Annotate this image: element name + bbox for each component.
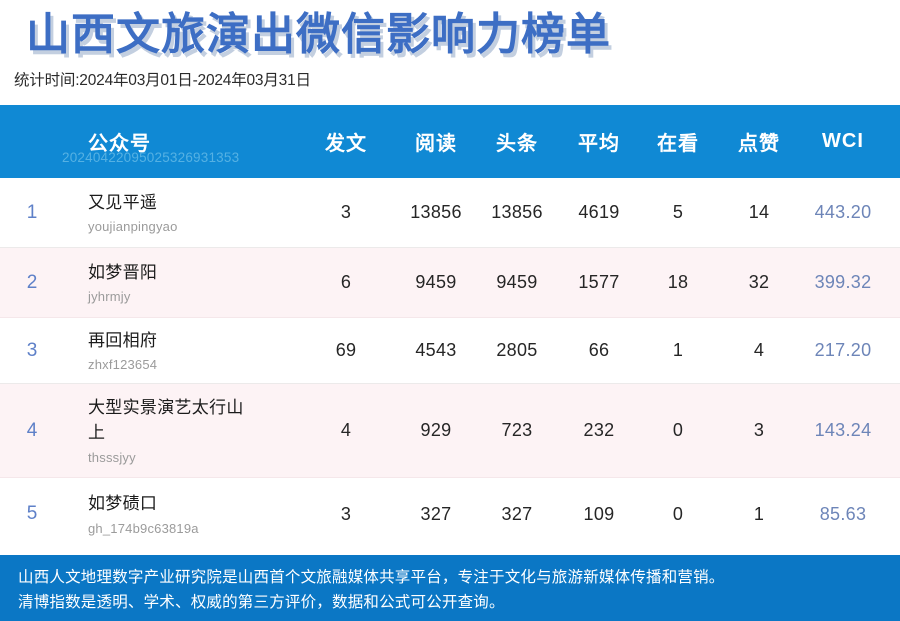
- account-name: 大型实景演艺太行山上: [88, 398, 244, 442]
- cell-average: 109: [583, 503, 615, 524]
- title-block: 山西文旅演出微信影响力榜单 统计时间:2024年03月01日-2024年03月3…: [0, 0, 900, 105]
- column-header-watching: 在看: [657, 133, 699, 155]
- cell-average: 66: [588, 340, 610, 360]
- cell-headline: 9459: [496, 272, 538, 292]
- account-name: 再回相府: [88, 330, 158, 350]
- cell-wci: 443.20: [814, 202, 872, 222]
- cell-reads: 929: [420, 420, 452, 440]
- watermark-id: 20240422095025326931353: [62, 150, 240, 165]
- cell-headline: 13856: [491, 202, 543, 222]
- rank-number: 1: [26, 201, 38, 223]
- footer-line-2: 清博指数是透明、学术、权威的第三方评价，数据和公式可公开查询。: [18, 594, 505, 612]
- account-cell[interactable]: 如梦晋阳 jyhrmjy: [88, 248, 274, 317]
- account-name: 如梦碛口: [88, 494, 158, 514]
- cell-reads: 13856: [410, 202, 462, 222]
- account-name: 如梦晋阳: [88, 262, 158, 282]
- table-row[interactable]: 2 如梦晋阳 jyhrmjy 6 9459 9459 1577 18 32 39…: [0, 248, 900, 318]
- page-title: 山西文旅演出微信影响力榜单: [26, 10, 611, 59]
- account-id: youjianpingyao: [88, 219, 178, 235]
- column-header-posts: 发文: [325, 133, 367, 155]
- cell-headline: 327: [501, 503, 533, 524]
- cell-posts: 3: [340, 503, 352, 524]
- account-id: thsssjyy: [88, 449, 136, 465]
- cell-likes: 14: [748, 202, 770, 222]
- footer-line-1: 山西人文地理数字产业研究院是山西首个文旅融媒体共享平台，专注于文化与旅游新媒体传…: [18, 569, 725, 586]
- cell-headline: 723: [501, 420, 533, 440]
- cell-wci: 399.32: [814, 272, 872, 292]
- cell-posts: 4: [340, 420, 352, 440]
- rank-number: 3: [26, 339, 38, 361]
- table-header-row: 公众号 20240422095025326931353 发文 阅读 头条 平均 …: [0, 105, 900, 178]
- cell-average: 4619: [578, 202, 620, 222]
- cell-likes: 1: [753, 503, 765, 524]
- cell-watching: 0: [672, 420, 684, 440]
- table-row[interactable]: 3 再回相府 zhxf123654 69 4543 2805 66 1 4 21…: [0, 318, 900, 384]
- account-id: jyhrmjy: [88, 289, 131, 305]
- column-header-average: 平均: [578, 133, 620, 155]
- column-header-likes: 点赞: [738, 133, 780, 155]
- cell-likes: 4: [753, 340, 765, 360]
- table-row[interactable]: 5 如梦碛口 gh_174b9c63819a 3 327 327 109 0 1…: [0, 478, 900, 550]
- account-cell[interactable]: 如梦碛口 gh_174b9c63819a: [88, 478, 274, 550]
- table-row[interactable]: 4 大型实景演艺太行山上 thsssjyy 4 929 723 232 0 3 …: [0, 384, 900, 478]
- cell-wci: 143.24: [814, 420, 872, 440]
- column-header-reads: 阅读: [415, 133, 457, 155]
- cell-likes: 32: [748, 272, 770, 292]
- cell-posts: 3: [340, 202, 352, 222]
- account-id: zhxf123654: [88, 357, 158, 373]
- cell-reads: 4543: [415, 340, 457, 360]
- account-cell[interactable]: 再回相府 zhxf123654: [88, 318, 274, 383]
- cell-likes: 3: [753, 420, 765, 440]
- column-header-wci: WCI: [822, 130, 864, 152]
- stat-period-label: 统计时间:2024年03月01日-2024年03月31日: [14, 72, 311, 89]
- rank-number: 2: [26, 271, 38, 293]
- account-cell[interactable]: 又见平遥 youjianpingyao: [88, 178, 274, 247]
- ranking-table: 公众号 20240422095025326931353 发文 阅读 头条 平均 …: [0, 105, 900, 550]
- footer-banner: 山西人文地理数字产业研究院是山西首个文旅融媒体共享平台，专注于文化与旅游新媒体传…: [0, 555, 900, 621]
- column-header-account: 公众号: [88, 133, 151, 155]
- table-row[interactable]: 1 又见平遥 youjianpingyao 3 13856 13856 4619…: [0, 178, 900, 248]
- rank-number: 4: [26, 419, 38, 441]
- cell-posts: 69: [335, 340, 357, 360]
- cell-watching: 18: [667, 272, 689, 292]
- account-id: gh_174b9c63819a: [88, 520, 199, 536]
- cell-headline: 2805: [496, 340, 538, 360]
- account-cell[interactable]: 大型实景演艺太行山上 thsssjyy: [88, 384, 274, 477]
- cell-reads: 327: [420, 503, 452, 524]
- rank-number: 5: [26, 503, 38, 524]
- column-header-headline: 头条: [496, 133, 538, 155]
- cell-average: 232: [583, 420, 615, 440]
- cell-wci: 85.63: [819, 503, 867, 524]
- account-name: 又见平遥: [88, 192, 158, 212]
- cell-posts: 6: [340, 272, 352, 292]
- cell-wci: 217.20: [814, 340, 872, 360]
- cell-watching: 5: [672, 202, 684, 222]
- cell-reads: 9459: [415, 272, 457, 292]
- cell-watching: 0: [672, 503, 684, 524]
- cell-average: 1577: [578, 272, 620, 292]
- cell-watching: 1: [672, 340, 684, 360]
